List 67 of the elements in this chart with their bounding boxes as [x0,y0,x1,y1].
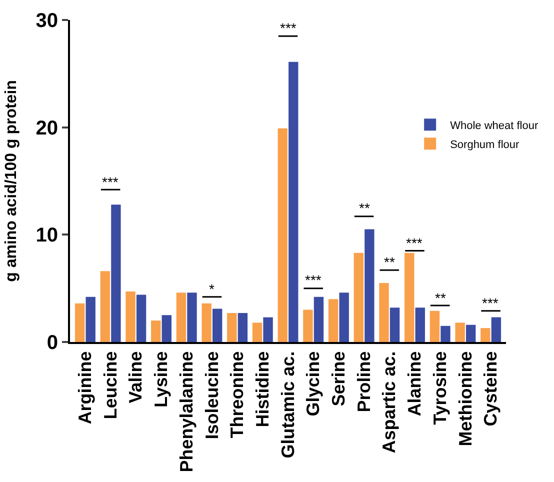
annotation: *** [102,174,119,190]
bar [328,299,338,342]
bar [227,313,237,342]
bar [187,292,197,342]
x-tick-label: Phenylalanine [176,351,196,472]
x-tick-label: Threonine [227,351,248,438]
y-tick-label: 0 [46,332,58,354]
x-tick-label: Arginine [75,351,96,424]
bar [111,204,121,342]
x-tick-label: Tyrosine [430,351,450,425]
bar [364,229,374,342]
x-tick-label: Alanine [404,351,425,416]
x-tick-label: Methionine [455,351,476,446]
x-tick-label: Glutamic ac. [278,351,298,458]
x-tick-label: Proline [354,351,374,412]
bar [263,317,273,342]
annotation: * [209,281,215,297]
y-axis-title: g amino acid/100 g protein [3,80,20,282]
legend-label: Sorghum flour [450,138,520,151]
annotation: *** [406,235,423,251]
annotation: ** [435,290,446,306]
bar [74,303,85,342]
bar [466,324,476,342]
bar [339,292,349,342]
annotation: ** [359,200,370,216]
bar [430,310,440,342]
bar [100,271,110,342]
x-tick-label: Serine [328,351,349,406]
annotation: *** [305,272,322,288]
bar [162,315,172,342]
x-tick-label: Cysteine [480,351,501,426]
bar [176,292,186,342]
bar [480,328,490,342]
x-tick-label: Aspartic ac. [379,351,400,454]
bar [278,128,288,342]
annotation: *** [280,20,297,36]
bar [252,322,262,342]
bar [379,282,389,342]
annotation: ** [384,254,396,270]
x-tick-label: Leucine [100,351,120,420]
bar [314,296,324,342]
bar [455,322,465,342]
bar [151,320,161,342]
bar [491,317,502,342]
bar [202,303,212,342]
bar [288,62,298,342]
annotation: *** [482,295,499,311]
y-tick-label: 10 [36,224,58,247]
bar [354,252,364,342]
x-tick-label: Valine [126,351,146,404]
y-tick-label: 20 [36,117,58,140]
bar [440,326,450,342]
bar [136,294,146,342]
x-tick-label: Lysine [151,351,172,408]
x-tick-label: Histidine [252,351,272,428]
bar [212,308,222,342]
bar [238,313,248,342]
bar [303,310,313,342]
legend-label: Whole wheat flour [450,120,538,132]
x-tick-label: Glycine [303,351,324,416]
bar [126,292,136,342]
bar [404,252,414,342]
bar [390,308,400,342]
bar [415,308,425,342]
x-tick-label: Isoleucine [202,351,222,440]
bar [86,296,96,342]
y-tick-label: 30 [36,10,58,32]
